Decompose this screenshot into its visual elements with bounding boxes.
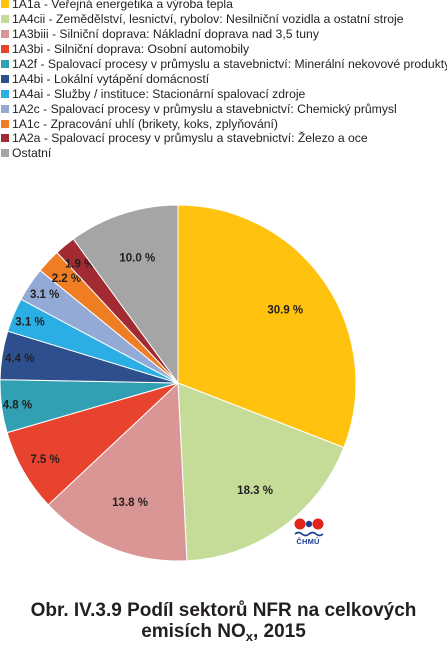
slice-value-label: 13.8 % — [112, 497, 148, 509]
legend-item: 1A4bi - Lokální vytápění domácností — [0, 71, 447, 86]
pie-slice — [72, 204, 179, 385]
legend-swatch — [1, 74, 9, 83]
legend-swatch — [1, 119, 9, 128]
legend-item: 1A3biii - Silniční doprava: Nákladní dop… — [0, 27, 447, 42]
caption-line-2: emisích NOx, 2015 — [0, 621, 447, 644]
pie-slice — [47, 381, 188, 562]
caption-year: , 2015 — [252, 621, 306, 642]
slice-value-label: 4.4 % — [5, 353, 34, 365]
legend-item: 1A4ai - Služby / instituce: Stacionární … — [0, 86, 447, 101]
slice-value-label: 2.2 % — [52, 273, 81, 285]
caption-line-1: Obr. IV.3.9 Podíl sektorů NFR na celkový… — [30, 600, 417, 621]
legend-item: 1A2f - Spalovací procesy v průmyslu a st… — [0, 57, 447, 72]
legend-item: 1A3bi - Silniční doprava: Osobní automob… — [0, 42, 447, 57]
legend-swatch — [1, 60, 9, 68]
legend-label: 1A2c - Spalovací procesy v průmyslu a st… — [12, 101, 397, 116]
slice-value-label: 10.0 % — [119, 253, 155, 265]
pie-slice — [177, 382, 345, 562]
slice-value-label: 1.9 % — [65, 258, 94, 270]
slice-value-label: 30.9 % — [267, 305, 303, 317]
legend-item: 1A4cii - Zemědělství, lesnictví, rybolov… — [0, 12, 447, 27]
legend-label: 1A2a - Spalovací procesy v průmyslu a st… — [12, 131, 368, 146]
pie-slice — [177, 204, 357, 449]
legend-swatch — [1, 15, 9, 24]
figure-caption: Obr. IV.3.9 Podíl sektorů NFR na celkový… — [0, 600, 447, 644]
legend-label: Ostatní — [12, 146, 52, 161]
legend-swatch — [1, 0, 9, 9]
slice-value-label: 18.3 % — [237, 485, 273, 497]
legend-item: 1A2c - Spalovací procesy v průmyslu a st… — [0, 101, 447, 116]
legend-label: 1A4ai - Služby / instituce: Stacionární … — [12, 86, 306, 101]
legend-swatch — [1, 45, 9, 54]
legend-label: 1A1a - Veřejná energetika a výroba tepla — [12, 0, 233, 12]
legend-swatch — [1, 89, 9, 98]
pie-chart: 30.9 % 18.3 % 13.8 % 7.5 % 4.8 % 4.4 % 3.1 % 3.… — [0, 204, 357, 562]
caption-subscript: x — [245, 629, 253, 644]
caption-line-2-text: emisích NO — [141, 621, 246, 642]
chmu-logo-text: ČHMÚ — [296, 537, 320, 546]
legend-label: 1A2f - Spalovací procesy v průmyslu a st… — [12, 57, 447, 71]
legend-label: 1A4bi - Lokální vytápění domácností — [12, 71, 210, 86]
legend-item: 1A1c - Zpracování uhlí (brikety, koks, z… — [0, 116, 447, 131]
chmu-logo — [294, 518, 324, 537]
slice-value-label: 3.1 % — [15, 317, 44, 329]
legend-label: 1A4cii - Zemědělství, lesnictví, rybolov… — [12, 12, 404, 27]
legend-swatch — [1, 134, 9, 143]
legend-swatch — [1, 30, 9, 39]
slice-value-label: 3.1 % — [30, 289, 59, 301]
legend-swatch — [1, 149, 9, 158]
legend-item: 1A2a - Spalovací procesy v průmyslu a st… — [0, 131, 447, 146]
slice-value-label: 4.8 % — [3, 399, 32, 411]
chart-legend: 1A1a - Veřejná energetika a výroba tepla… — [0, 0, 447, 161]
legend-item: 1A1a - Veřejná energetika a výroba tepla — [0, 0, 447, 12]
legend-swatch — [1, 104, 9, 113]
slice-value-label: 7.5 % — [30, 454, 59, 466]
legend-label: 1A3biii - Silniční doprava: Nákladní dop… — [12, 27, 319, 42]
legend-label: 1A3bi - Silniční doprava: Osobní automob… — [12, 42, 250, 57]
legend-label: 1A1c - Zpracování uhlí (brikety, koks, z… — [12, 116, 278, 131]
legend-item: Ostatní — [0, 146, 447, 161]
